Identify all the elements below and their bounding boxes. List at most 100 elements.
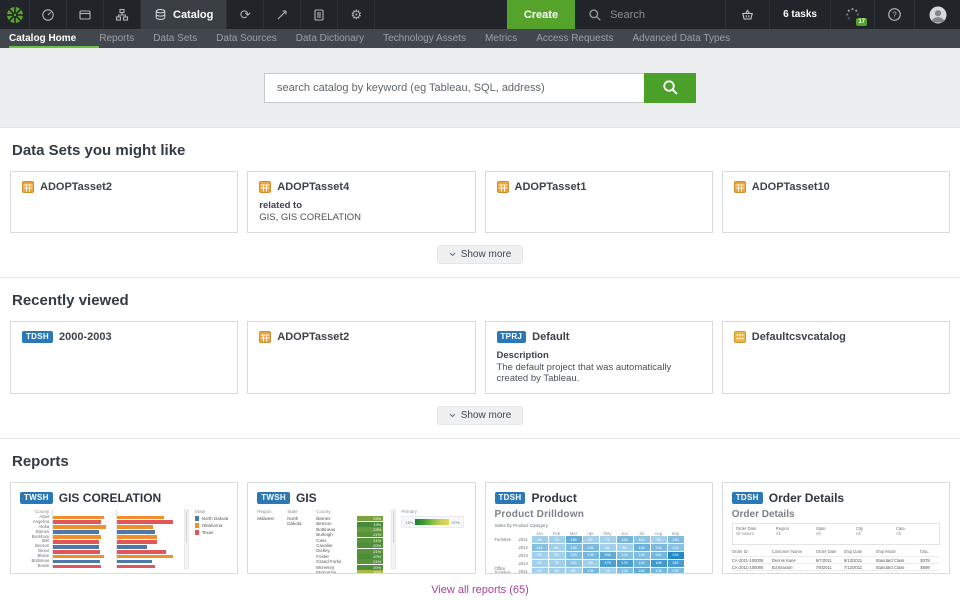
table-icon <box>733 181 746 193</box>
subnav-item-catalog-home[interactable]: Catalog Home <box>9 29 99 48</box>
card-title: 2000-2003 <box>58 331 112 343</box>
script-nav-button[interactable] <box>301 0 339 29</box>
dataset-card-adoptasset10[interactable]: ADOPTasset10 <box>721 171 950 233</box>
view-all-reports-link[interactable]: View all reports (65) <box>431 584 529 596</box>
spinner-icon <box>846 8 859 20</box>
app-logo[interactable] <box>0 0 30 29</box>
tasks-button[interactable]: 6 tasks <box>769 0 830 29</box>
chevron-down-icon <box>449 252 456 257</box>
section-title: Recently viewed <box>12 292 129 309</box>
order-details-title: Order Details <box>731 509 795 520</box>
search-icon <box>662 80 678 95</box>
report-title: GIS CORELATION <box>58 491 162 505</box>
background-jobs-button[interactable]: 17 <box>830 0 874 29</box>
tab-catalog[interactable]: Catalog <box>141 0 228 29</box>
show-more-recent-button[interactable]: Show more <box>436 406 524 425</box>
help-button[interactable]: ? <box>874 0 914 29</box>
avatar-icon <box>929 6 946 23</box>
show-more-label: Show more <box>460 249 512 260</box>
twsh-badge: TWSH <box>257 492 291 504</box>
hero-search-section <box>0 48 960 128</box>
hierarchy-nav-button[interactable] <box>104 0 141 29</box>
r1-county-labels: County Adair Angelina Atoka Barnes Beckham Bel… <box>31 509 50 568</box>
show-more-label: Show more <box>460 410 512 421</box>
report-card-gis-corelation[interactable]: TWSH GIS CORELATION County Adair Angelina A… <box>10 482 239 574</box>
r1-bar-panel-1 <box>52 509 117 569</box>
product-heatmap: Jan Feb Mar Apr May Jun Jul Aug Sep Furniture 2011… <box>495 530 703 573</box>
report-card-gis[interactable]: TWSH GIS Region Midwest State North Dakota C… <box>247 482 476 574</box>
subnav-item-advanced-data-types[interactable]: Advanced Data Types <box>632 33 731 44</box>
topbar-search[interactable]: Search <box>575 0 725 29</box>
create-button[interactable]: Create <box>506 0 576 29</box>
compose-query-icon <box>277 9 287 19</box>
section-recently-viewed: Recently viewed TDSH 2000-2003 ADOPTasse… <box>0 278 960 439</box>
card-title: ADOPTasset4 <box>277 181 350 193</box>
r1-scrollbar[interactable] <box>183 509 189 569</box>
table-icon <box>259 331 272 343</box>
r2-scrollbar[interactable] <box>391 509 397 569</box>
catalog-search <box>264 72 696 103</box>
subnav-item-technology-assets[interactable]: Technology Assets <box>383 33 466 44</box>
script-icon <box>314 8 324 21</box>
database-icon <box>155 8 166 20</box>
dataset-card-adoptasset4[interactable]: ADOPTasset4 related to GIS, GIS CORELATI… <box>247 171 476 233</box>
jobs-count-badge: 17 <box>856 18 867 26</box>
gauge-icon <box>42 8 54 21</box>
gis-highlight-table: Region Midwest State North Dakota County Barn… <box>257 509 465 573</box>
product-drilldown-title: Product Drilldown <box>494 509 585 520</box>
report-cards: TWSH GIS CORELATION County Adair Angelina A… <box>10 482 950 574</box>
r4-filters: Order Date All values Region All State All Cit… <box>731 523 940 545</box>
catalog-tab-label: Catalog <box>173 8 214 21</box>
catalog-search-button[interactable] <box>644 72 696 103</box>
r1-legend: State North Dakota Oklahoma Texas <box>194 509 229 535</box>
refresh-nav-button[interactable]: ⟳ <box>227 0 265 29</box>
help-icon: ? <box>888 8 901 21</box>
subnav-item-data-sets[interactable]: Data Sets <box>153 33 198 44</box>
refresh-icon: ⟳ <box>239 7 251 22</box>
catalog-search-input[interactable] <box>264 72 644 103</box>
window-icon <box>79 9 91 20</box>
report-title: Order Details <box>768 491 845 505</box>
section-reports: Reports TWSH GIS CORELATION County Adair A… <box>0 439 960 601</box>
gauge-nav-button[interactable] <box>30 0 67 29</box>
recent-card-defaultcsvcatalog[interactable]: Defaultcsvcatalog <box>721 321 950 394</box>
basket-icon <box>742 9 753 20</box>
topbar-search-placeholder: Search <box>610 8 645 21</box>
window-nav-button[interactable] <box>67 0 104 29</box>
table-icon <box>496 181 509 193</box>
create-button-label: Create <box>523 8 559 21</box>
recent-card-2000-2003[interactable]: TDSH 2000-2003 <box>10 321 239 394</box>
subnav-item-data-dictionary[interactable]: Data Dictionary <box>295 33 365 44</box>
dataset-card-adoptasset1[interactable]: ADOPTasset1 <box>484 171 713 233</box>
report-card-order-details[interactable]: TDSH Order Details Order Details Order D… <box>721 482 950 574</box>
recent-card-adoptasset2[interactable]: ADOPTasset2 <box>247 321 476 394</box>
product-drilldown-subtitle: Sales by Product Category <box>494 523 549 528</box>
recent-card-default[interactable]: TPRJ Default Description The default pro… <box>484 321 713 394</box>
compose-nav-button[interactable] <box>264 0 302 29</box>
report-card-product[interactable]: TDSH Product Product Drilldown Sales by … <box>484 482 713 574</box>
tdsh-badge: TDSH <box>494 492 526 504</box>
subnav-item-metrics[interactable]: Metrics <box>484 33 518 44</box>
subnav-item-reports[interactable]: Reports <box>99 33 135 44</box>
basket-button[interactable] <box>725 0 769 29</box>
r2-legend: Primary 15% 37% <box>401 509 464 573</box>
dataset-card-adoptasset2[interactable]: ADOPTasset2 <box>10 171 239 233</box>
related-to-value: GIS, GIS CORELATION <box>259 212 361 223</box>
svg-text:?: ? <box>892 10 897 19</box>
user-avatar[interactable] <box>914 0 960 29</box>
tasks-label: 6 tasks <box>783 9 817 20</box>
recent-cards: TDSH 2000-2003 ADOPTasset2 TPRJ Default … <box>10 321 950 394</box>
topbar-spacer <box>375 0 506 29</box>
tdsh-badge: TDSH <box>731 492 763 504</box>
table-icon <box>22 181 34 193</box>
csv-icon <box>733 331 746 343</box>
subnav-item-data-sources[interactable]: Data Sources <box>216 33 277 44</box>
card-title: ADOPTasset2 <box>40 181 112 193</box>
tprj-badge: TPRJ <box>496 331 527 343</box>
show-more-datasets-button[interactable]: Show more <box>436 245 524 264</box>
subnav-item-access-requests[interactable]: Access Requests <box>536 33 614 44</box>
r4-table: Order ID Customer Name Order Date Ship Date… <box>731 549 940 573</box>
twsh-badge: TWSH <box>20 492 53 504</box>
search-icon <box>589 8 601 21</box>
settings-nav-button[interactable]: ⚙ <box>338 0 376 29</box>
